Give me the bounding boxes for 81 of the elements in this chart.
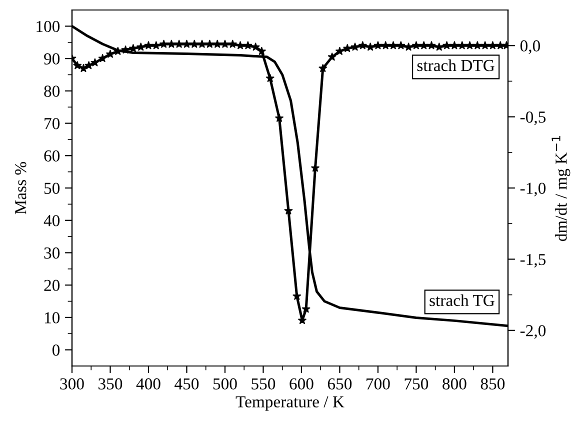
- y-tick-label: 100: [36, 20, 60, 32]
- point: [419, 41, 428, 50]
- point: [244, 41, 252, 50]
- x-tick-label: 750: [404, 378, 428, 390]
- point: [236, 41, 245, 50]
- y2-axis-title: dm/dt / mg K$^{−1}$: [552, 136, 570, 242]
- y-tick-label: 40: [44, 215, 60, 226]
- point: [412, 41, 421, 50]
- x-tick-label: 400: [136, 378, 160, 390]
- point: [190, 40, 199, 48]
- y2-tick-label: -1,0: [520, 182, 546, 196]
- point: [450, 41, 459, 50]
- point: [374, 41, 382, 50]
- x-tick-label: 300: [60, 378, 84, 390]
- point: [396, 41, 406, 50]
- y-tick-label: 20: [44, 280, 60, 292]
- x-tick-label: 650: [328, 378, 352, 390]
- point: [350, 42, 360, 51]
- point: [480, 41, 490, 50]
- x-tick-label: 550: [252, 378, 276, 390]
- point: [473, 41, 482, 50]
- point: [366, 42, 375, 51]
- y-tick-label: 80: [44, 86, 60, 97]
- point: [488, 41, 498, 50]
- point: [318, 64, 328, 72]
- point: [381, 41, 390, 50]
- x-tick-label: 600: [290, 378, 314, 390]
- point: [251, 42, 260, 51]
- point: [121, 45, 130, 54]
- point: [98, 54, 107, 62]
- y-tick-label: 60: [44, 150, 60, 162]
- y-tick-label: 90: [44, 53, 60, 64]
- point: [465, 41, 474, 50]
- y2-tick-label: -1,5: [520, 254, 546, 268]
- point: [72, 60, 82, 70]
- point: [174, 40, 184, 48]
- x-tick-label: 450: [174, 378, 199, 390]
- point: [404, 42, 413, 51]
- point: [144, 41, 153, 50]
- y-tick-label: 10: [44, 312, 60, 324]
- y-tick-label: 0: [52, 344, 60, 356]
- annotation: strach TG: [430, 294, 494, 306]
- annotation: strach DTG: [417, 59, 494, 72]
- point: [182, 40, 192, 48]
- point: [90, 58, 100, 66]
- point: [257, 46, 266, 56]
- point: [442, 41, 452, 50]
- point: [212, 40, 222, 48]
- point: [458, 41, 466, 50]
- point: [434, 42, 444, 51]
- point: [328, 52, 336, 61]
- y-axis-title: Mass %: [15, 162, 26, 214]
- y-tick-label: 50: [44, 182, 60, 194]
- y2-tick-label: 0,0: [520, 40, 540, 54]
- y-tick-label: 30: [44, 247, 60, 259]
- point: [427, 41, 436, 50]
- y2-tick-label: -2,0: [520, 325, 546, 339]
- point: [284, 206, 293, 215]
- point: [152, 41, 161, 50]
- point: [274, 114, 284, 122]
- point: [136, 42, 146, 51]
- x-tick-label: 700: [366, 378, 390, 390]
- point: [84, 60, 94, 70]
- point: [159, 40, 168, 48]
- point: [228, 40, 238, 48]
- y-tick-label: 70: [44, 118, 60, 130]
- point: [198, 40, 206, 48]
- point: [266, 74, 274, 82]
- point: [220, 40, 230, 48]
- point: [342, 44, 352, 52]
- x-tick-label: 800: [442, 378, 466, 390]
- point: [358, 41, 368, 50]
- point: [167, 40, 176, 48]
- point: [292, 292, 302, 300]
- point: [205, 40, 214, 48]
- point: [388, 41, 398, 50]
- x-axis-title: Temperature / K: [236, 396, 344, 411]
- x-tick-label: 500: [213, 378, 237, 390]
- x-tick-label: 850: [480, 378, 505, 390]
- y2-tick-label: -0,5: [520, 112, 546, 126]
- x-tick-label: 350: [98, 378, 122, 390]
